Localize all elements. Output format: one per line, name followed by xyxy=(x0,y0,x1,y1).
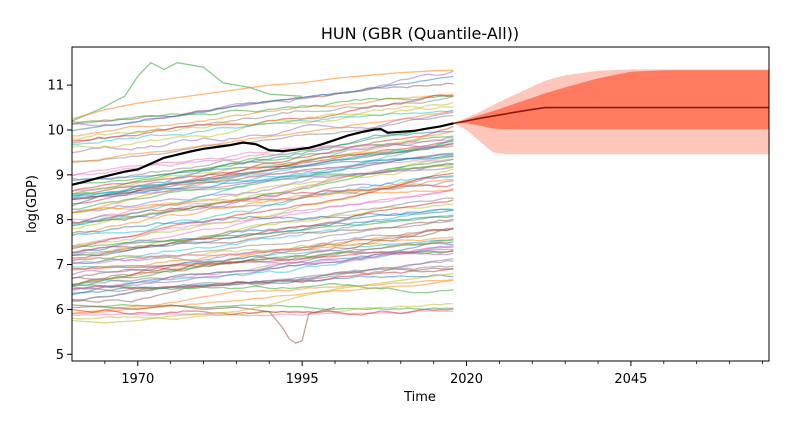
background-series-line xyxy=(72,111,454,154)
y-axis: 5 6 7 8 9 10 11 xyxy=(47,79,72,363)
y-tick-label: 10 xyxy=(47,123,64,138)
y-axis-title: log(GDP) xyxy=(25,175,40,233)
forecast-median-line xyxy=(453,106,769,125)
background-series-line xyxy=(72,138,454,227)
background-series-line xyxy=(72,93,454,137)
background-series-line xyxy=(72,283,454,294)
background-series-line xyxy=(72,140,454,192)
background-series-line xyxy=(72,101,454,149)
background-series-line xyxy=(72,197,454,257)
background-series-line xyxy=(72,304,336,344)
plot-frame xyxy=(71,46,770,362)
background-series-line xyxy=(72,304,454,311)
background-series-line xyxy=(72,214,454,248)
y-tick-label: 5 xyxy=(56,348,64,363)
chart-title: HUN (GBR (Quantile-All)) xyxy=(321,24,519,43)
background-series-line xyxy=(72,180,454,225)
background-series-line xyxy=(72,238,454,286)
background-series-line xyxy=(72,125,454,205)
main-series-line xyxy=(72,122,454,186)
x-axis-title: Time xyxy=(403,390,436,405)
background-series-line xyxy=(72,278,454,315)
background-series-line xyxy=(72,138,454,177)
background-series-line xyxy=(72,208,454,265)
background-series-line xyxy=(72,245,454,264)
background-series-line xyxy=(72,172,454,250)
background-series-line xyxy=(72,123,454,195)
background-series-line xyxy=(72,69,454,120)
background-series-line xyxy=(72,168,454,247)
y-tick-label: 11 xyxy=(47,79,64,94)
y-tick-label: 6 xyxy=(56,303,64,318)
background-series-line xyxy=(72,208,454,234)
background-series-line xyxy=(72,250,454,270)
y-tick-label: 7 xyxy=(56,258,64,273)
background-series-line xyxy=(72,218,454,254)
background-series-line xyxy=(72,163,454,210)
background-series-line xyxy=(72,165,454,214)
background-series-line xyxy=(72,61,303,122)
y-tick-label: 8 xyxy=(56,213,64,228)
background-series-line xyxy=(72,109,454,146)
background-series-line xyxy=(72,248,454,290)
background-series-line xyxy=(72,227,454,280)
x-tick-label: 1970 xyxy=(121,372,154,387)
background-series-line xyxy=(72,141,454,195)
background-series-line xyxy=(72,136,454,181)
background-series-line xyxy=(72,302,454,320)
x-tick-label: 2020 xyxy=(450,372,483,387)
x-tick-label: 2045 xyxy=(614,372,647,387)
background-series-line xyxy=(72,279,454,315)
y-tick-label: 9 xyxy=(56,168,64,183)
x-tick-label: 1995 xyxy=(286,372,319,387)
background-series-line xyxy=(72,139,454,195)
background-series-line xyxy=(72,310,454,317)
background-series-line xyxy=(72,142,454,201)
plot-area xyxy=(72,61,769,344)
background-series-line xyxy=(72,75,454,132)
background-series-line xyxy=(72,199,454,259)
x-axis: 1970 1995 2020 2045 xyxy=(104,361,763,387)
background-series-line xyxy=(72,239,454,261)
background-series-line xyxy=(72,265,454,292)
background-series-line xyxy=(72,227,454,279)
background-series-line xyxy=(72,166,454,201)
background-series-line xyxy=(72,272,454,324)
background-series-line xyxy=(72,178,454,237)
background-series-line xyxy=(72,189,454,214)
forecast-inner-band xyxy=(453,70,769,130)
background-series-group xyxy=(72,61,454,344)
background-series-line xyxy=(72,95,454,125)
background-series-line xyxy=(72,143,454,177)
background-series-line xyxy=(72,215,454,257)
background-series-line xyxy=(72,174,454,236)
background-series-line xyxy=(72,114,454,163)
background-series-line xyxy=(72,110,454,164)
background-series-line xyxy=(72,260,454,303)
background-series-line xyxy=(72,209,454,254)
